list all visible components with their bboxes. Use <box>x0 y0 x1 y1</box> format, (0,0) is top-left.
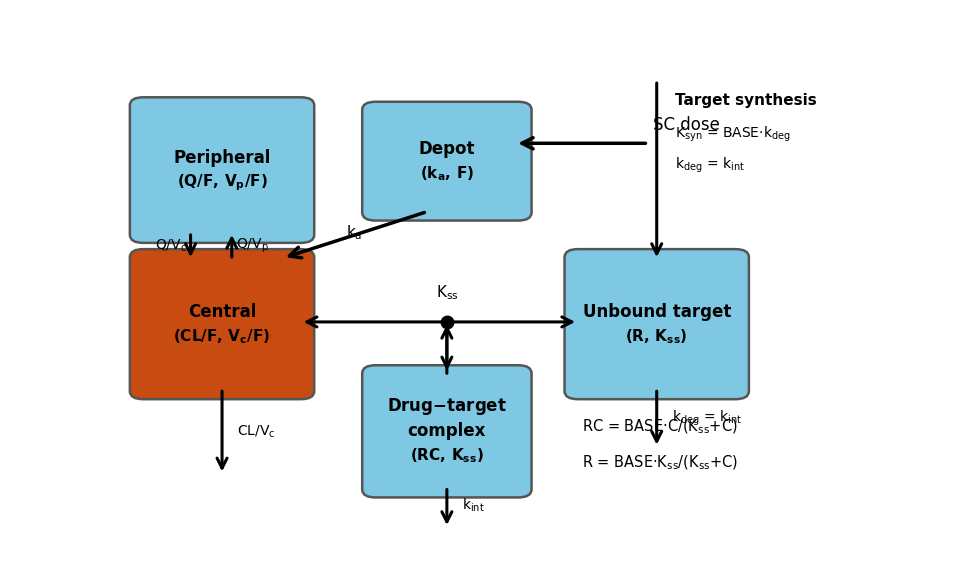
Text: Target synthesis: Target synthesis <box>676 93 817 108</box>
FancyBboxPatch shape <box>130 249 314 399</box>
Text: (k$_\mathregular{a}$, F): (k$_\mathregular{a}$, F) <box>420 164 474 183</box>
Text: SC dose: SC dose <box>653 117 719 135</box>
Text: k$_\mathregular{int}$: k$_\mathregular{int}$ <box>462 496 484 514</box>
Text: k$_\mathregular{deg}$ = k$_\mathregular{int}$: k$_\mathregular{deg}$ = k$_\mathregular{… <box>672 408 742 427</box>
Text: k$_\mathregular{a}$: k$_\mathregular{a}$ <box>346 223 363 242</box>
Text: (Q/F, V$_\mathregular{p}$/F): (Q/F, V$_\mathregular{p}$/F) <box>177 172 268 193</box>
Text: Q/V$_\mathregular{p}$: Q/V$_\mathregular{p}$ <box>236 237 269 255</box>
Text: k$_\mathregular{deg}$ = k$_\mathregular{int}$: k$_\mathregular{deg}$ = k$_\mathregular{… <box>676 156 746 175</box>
Text: Unbound target: Unbound target <box>582 303 731 321</box>
Text: CL/V$_\mathregular{c}$: CL/V$_\mathregular{c}$ <box>237 423 276 440</box>
Text: K$_\mathregular{syn}$ = BASE·k$_\mathregular{deg}$: K$_\mathregular{syn}$ = BASE·k$_\mathreg… <box>676 125 791 144</box>
Text: Q/V$_\mathregular{c}$: Q/V$_\mathregular{c}$ <box>155 238 187 254</box>
Text: RC = BASE·C/(K$_\mathregular{ss}$+C): RC = BASE·C/(K$_\mathregular{ss}$+C) <box>582 418 738 436</box>
Text: R = BASE·K$_\mathregular{ss}$/(K$_\mathregular{ss}$+C): R = BASE·K$_\mathregular{ss}$/(K$_\mathr… <box>582 454 738 472</box>
Text: Central: Central <box>188 303 256 321</box>
Text: Depot: Depot <box>419 140 475 158</box>
FancyBboxPatch shape <box>130 97 314 243</box>
FancyBboxPatch shape <box>565 249 748 399</box>
Text: complex: complex <box>408 422 486 440</box>
Text: (CL/F, V$_\mathregular{c}$/F): (CL/F, V$_\mathregular{c}$/F) <box>173 327 271 346</box>
Text: K$_\mathregular{ss}$: K$_\mathregular{ss}$ <box>435 284 458 302</box>
Text: (RC, K$_\mathregular{ss}$): (RC, K$_\mathregular{ss}$) <box>410 447 484 465</box>
Text: Peripheral: Peripheral <box>173 149 271 167</box>
FancyBboxPatch shape <box>363 102 532 220</box>
Text: (R, K$_\mathregular{ss}$): (R, K$_\mathregular{ss}$) <box>626 327 688 346</box>
Text: Drug$\mathregular{-}$target: Drug$\mathregular{-}$target <box>387 396 507 417</box>
FancyBboxPatch shape <box>363 365 532 498</box>
